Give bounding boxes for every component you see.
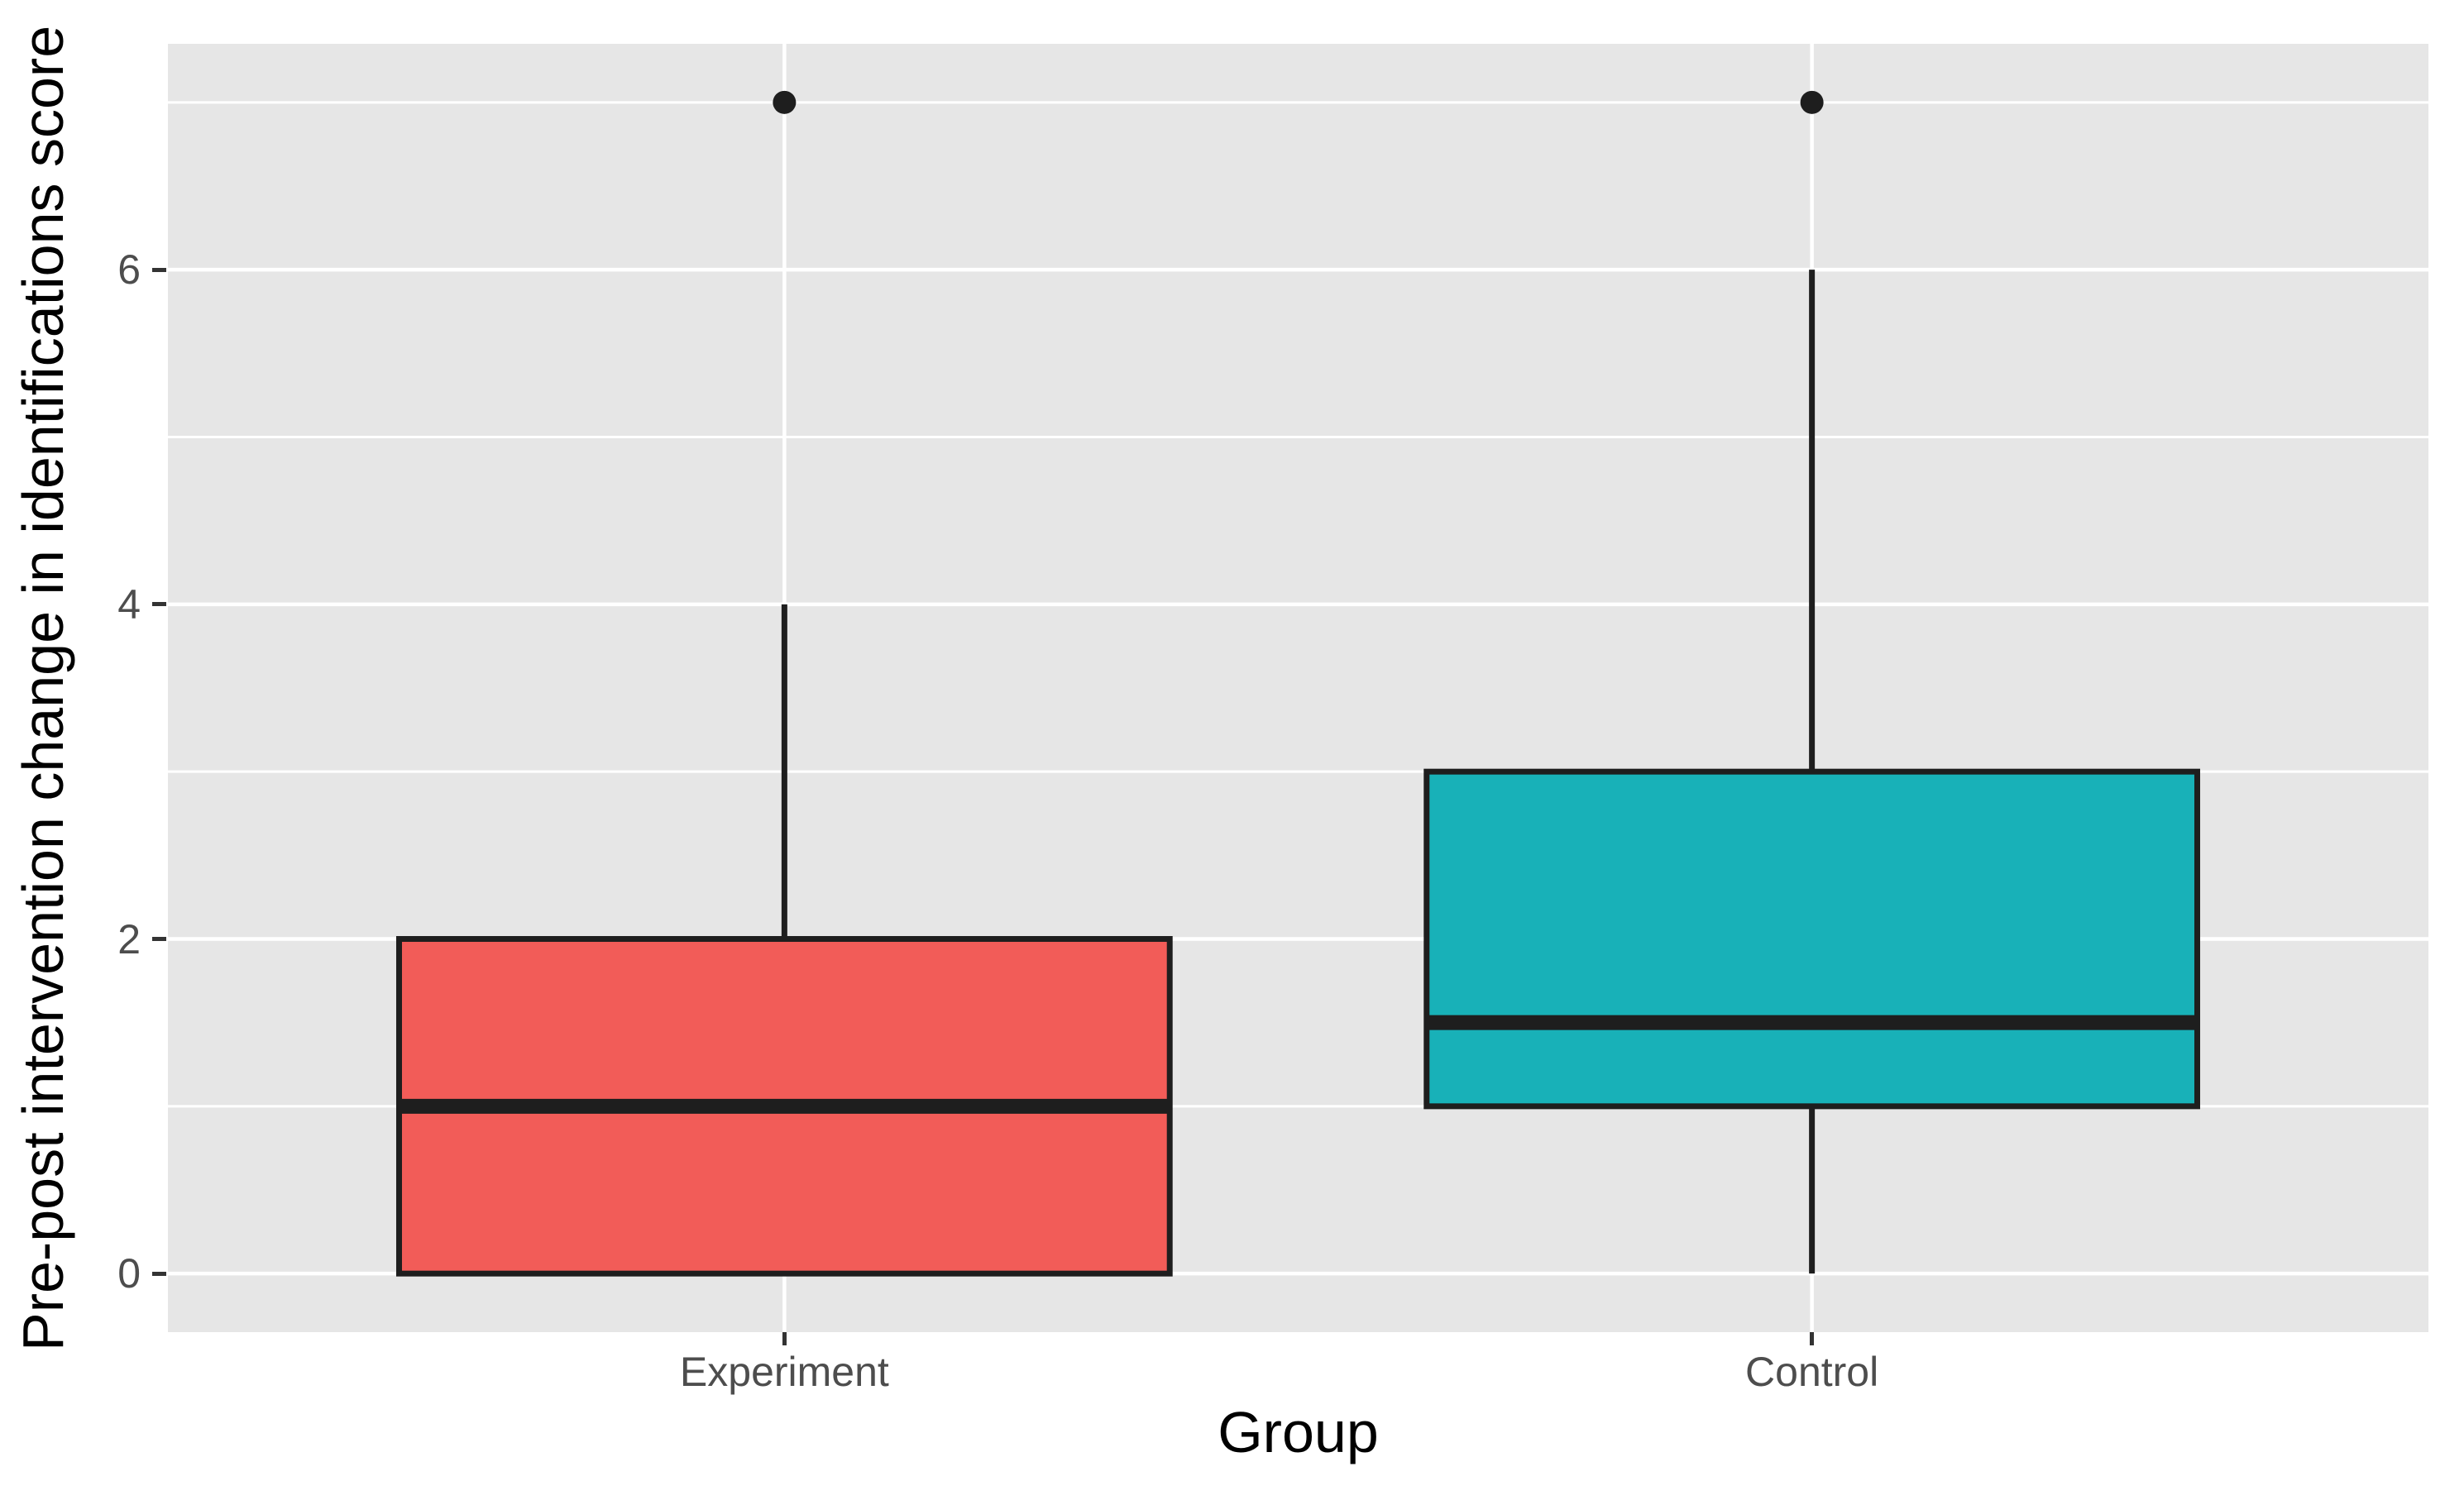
y-tick-mark-6 [152, 267, 166, 272]
x-tick-label-experiment: Experiment [679, 1349, 889, 1395]
outlier-dot-experiment [773, 90, 797, 114]
boxplot-canvas [168, 44, 2428, 1332]
y-tick-label-2: 2 [117, 915, 141, 963]
y-tick-mark-2 [152, 937, 166, 941]
y-tick-label-6: 6 [117, 246, 141, 294]
x-tick-label-control: Control [1745, 1349, 1879, 1395]
x-tick-mark-experiment [782, 1332, 787, 1345]
outlier-dot-control [1800, 90, 1824, 114]
y-tick-label-4: 4 [117, 580, 141, 628]
plot-panel [168, 44, 2428, 1332]
y-axis-title: Pre-post intervention change in identifi… [11, 25, 75, 1351]
box-control [1423, 768, 2200, 1110]
y-tick-mark-0 [152, 1271, 166, 1276]
x-axis-title: Group [1218, 1400, 1379, 1464]
y-tick-mark-4 [152, 602, 166, 607]
x-tick-mark-control [1810, 1332, 1815, 1345]
y-tick-label-0: 0 [117, 1250, 141, 1297]
